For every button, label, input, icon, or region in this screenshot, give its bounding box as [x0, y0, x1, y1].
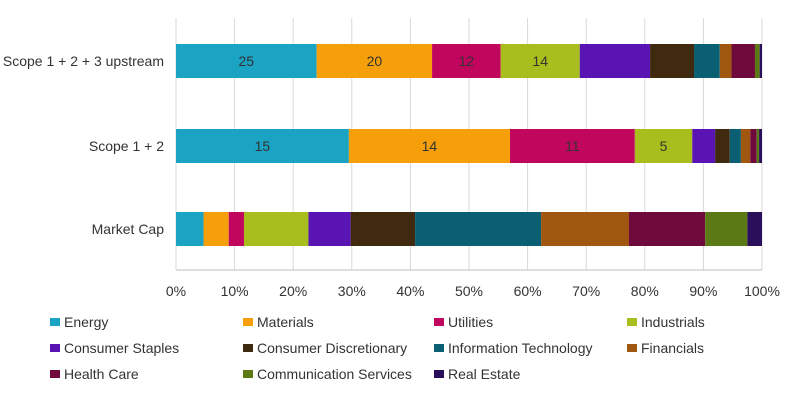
data-label: 20 — [367, 53, 383, 69]
x-tick-label: 40% — [396, 283, 424, 299]
bar-segment — [176, 212, 204, 246]
legend-label: Industrials — [641, 314, 705, 330]
data-label: 15 — [255, 138, 271, 154]
bar-segment — [756, 129, 760, 163]
bar-segment — [308, 212, 351, 246]
x-tick-label: 80% — [631, 283, 659, 299]
legend-label: Health Care — [64, 366, 139, 382]
x-tick-label: 100% — [744, 283, 780, 299]
legend-label: Consumer Staples — [64, 340, 179, 356]
x-tick-label: 50% — [455, 283, 483, 299]
legend-swatch — [627, 318, 637, 326]
bar-segment — [579, 44, 651, 78]
x-tick-label: 70% — [572, 283, 600, 299]
data-label: 12 — [459, 53, 475, 69]
bar-segment — [316, 44, 433, 78]
bar-segment — [754, 44, 760, 78]
legend-swatch — [50, 318, 60, 326]
bar-segment — [705, 212, 748, 246]
bar-segment — [228, 212, 244, 246]
bar-segment — [350, 212, 416, 246]
legend-label: Materials — [257, 314, 314, 330]
bar-segment — [731, 44, 755, 78]
legend-label: Utilities — [448, 314, 493, 330]
legend-label: Information Technology — [448, 340, 593, 356]
bar-segment — [432, 44, 501, 78]
bar-segment — [740, 129, 751, 163]
category-label: Scope 1 + 2 — [89, 138, 164, 154]
legend-swatch — [627, 344, 637, 352]
x-tick-label: 0% — [166, 283, 186, 299]
legend-label: Energy — [64, 314, 108, 330]
data-label: 5 — [660, 138, 668, 154]
bar-segment — [176, 129, 349, 163]
bar-segment — [750, 129, 757, 163]
bar-segment — [759, 129, 762, 163]
x-tick-label: 90% — [689, 283, 717, 299]
legend-label: Real Estate — [448, 366, 521, 382]
bar-segment — [759, 44, 762, 78]
legend-swatch — [50, 344, 60, 352]
legend-swatch — [243, 318, 253, 326]
x-tick-label: 60% — [514, 283, 542, 299]
bar-segment — [176, 44, 317, 78]
legend-label: Communication Services — [257, 366, 412, 382]
bar-segment — [634, 129, 693, 163]
legend-swatch — [243, 344, 253, 352]
bar-segment — [348, 129, 511, 163]
bar-segment — [715, 129, 730, 163]
legend-label: Financials — [641, 340, 704, 356]
bar-segment — [692, 129, 716, 163]
legend-swatch — [243, 370, 253, 378]
category-label: Scope 1 + 2 + 3 upstream — [3, 53, 164, 69]
legend-swatch — [434, 318, 444, 326]
data-label: 14 — [532, 53, 548, 69]
data-label: 25 — [239, 53, 255, 69]
bar-segment — [650, 44, 695, 78]
bar-segment — [729, 129, 741, 163]
bar-segment — [541, 212, 629, 246]
bar-segment — [415, 212, 542, 246]
legend-label: Consumer Discretionary — [257, 340, 407, 356]
x-tick-label: 30% — [338, 283, 366, 299]
bar-segment — [719, 44, 732, 78]
bar-segment — [243, 212, 309, 246]
bar-segment — [747, 212, 762, 246]
bar-segment — [694, 44, 720, 78]
data-label: 14 — [422, 138, 438, 154]
bar-segment — [510, 129, 635, 163]
bar-segment — [500, 44, 580, 78]
x-tick-label: 20% — [279, 283, 307, 299]
legend-swatch — [434, 344, 444, 352]
bar-segment — [628, 212, 706, 246]
legend-swatch — [434, 370, 444, 378]
data-label: 11 — [565, 138, 580, 154]
bar-segment — [203, 212, 229, 246]
x-tick-label: 10% — [221, 283, 249, 299]
category-label: Market Cap — [92, 221, 165, 237]
legend-swatch — [50, 370, 60, 378]
